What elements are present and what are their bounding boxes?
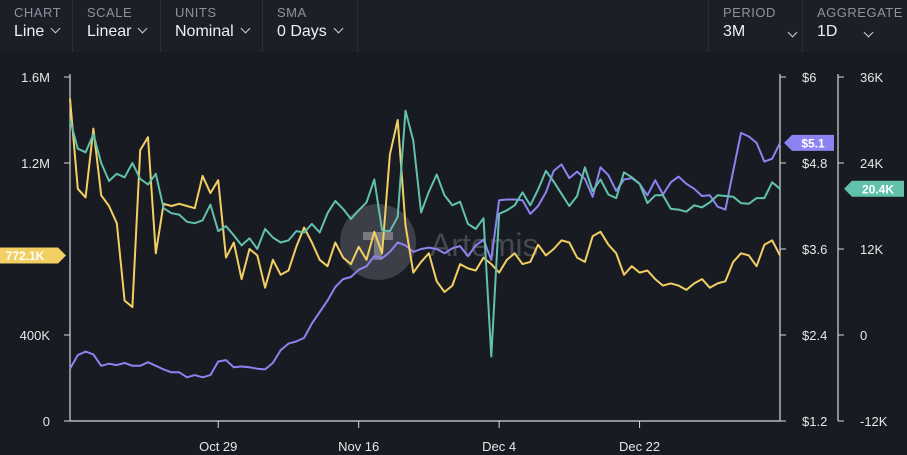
chart-controls-bar: CHART Line SCALE Linear UNITS Nominal SM… xyxy=(0,0,907,52)
units-label: UNITS xyxy=(175,5,217,20)
scale-label: SCALE xyxy=(87,5,133,20)
x-tick-label: Oct 29 xyxy=(199,439,237,454)
left-tick-label: 1.2M xyxy=(21,156,50,171)
series-badge-label-2: 20.4K xyxy=(862,182,894,196)
aggregate-value: 1D xyxy=(817,23,838,40)
series-badge-label-0: $5.1 xyxy=(801,136,825,150)
chart-type-value: Line xyxy=(14,23,45,40)
aggregate-label: AGGREGATE xyxy=(817,5,903,20)
left-tick-label: 1.6M xyxy=(21,70,50,85)
period-value: 3M xyxy=(723,23,746,40)
aggregate-dropdown[interactable]: AGGREGATE 1D xyxy=(802,0,907,52)
sma-dropdown[interactable]: SMA 0 Days xyxy=(262,0,358,52)
right2-tick-label: 24K xyxy=(860,156,883,171)
axes: 1.6M 1.2M 400K 0 $6 $4.8 $3.6 $2.4 $1.2 36K 24K 12K… xyxy=(20,70,888,454)
scale-dropdown[interactable]: SCALE Linear xyxy=(72,0,160,52)
left-tick-label: 400K xyxy=(20,328,51,343)
sma-label: SMA xyxy=(277,5,307,20)
series-line-1 xyxy=(69,98,781,309)
x-tick-label: Nov 16 xyxy=(338,439,379,454)
value-badges: $5.1 772.1K 20.4K xyxy=(0,134,904,264)
period-label: PERIOD xyxy=(723,5,776,20)
right2-tick-label: 36K xyxy=(860,70,883,85)
series-badge-2 xyxy=(844,180,904,197)
right1-tick-label: $1.2 xyxy=(802,414,827,429)
left-tick-label: 0 xyxy=(43,414,50,429)
watermark-logo-mark xyxy=(363,232,393,260)
artemis-watermark: Artemis xyxy=(340,204,538,280)
series-badge-label-1: 772.1K xyxy=(6,249,45,263)
units-value: Nominal xyxy=(175,23,234,40)
sma-value: 0 Days xyxy=(277,23,327,40)
chart-type-dropdown[interactable]: CHART Line xyxy=(0,0,72,52)
x-tick-label: Dec 4 xyxy=(482,439,516,454)
right1-tick-label: $4.8 xyxy=(802,156,827,171)
right2-tick-label: 0 xyxy=(860,328,867,343)
scale-value: Linear xyxy=(87,23,132,40)
right2-tick-label: 12K xyxy=(860,242,883,257)
series-line-0 xyxy=(69,131,781,379)
chart-type-label: CHART xyxy=(14,5,62,20)
right1-tick-label: $3.6 xyxy=(802,242,827,257)
series-lines xyxy=(69,98,781,379)
right1-tick-label: $2.4 xyxy=(802,328,827,343)
series-line-2 xyxy=(69,109,781,358)
right2-tick-label: -12K xyxy=(860,414,888,429)
series-badge-1 xyxy=(0,247,66,264)
units-dropdown[interactable]: UNITS Nominal xyxy=(160,0,262,52)
x-tick-label: Dec 22 xyxy=(619,439,660,454)
right1-tick-label: $6 xyxy=(802,70,816,85)
period-dropdown[interactable]: PERIOD 3M xyxy=(708,0,802,52)
series-badge-0 xyxy=(784,134,834,151)
